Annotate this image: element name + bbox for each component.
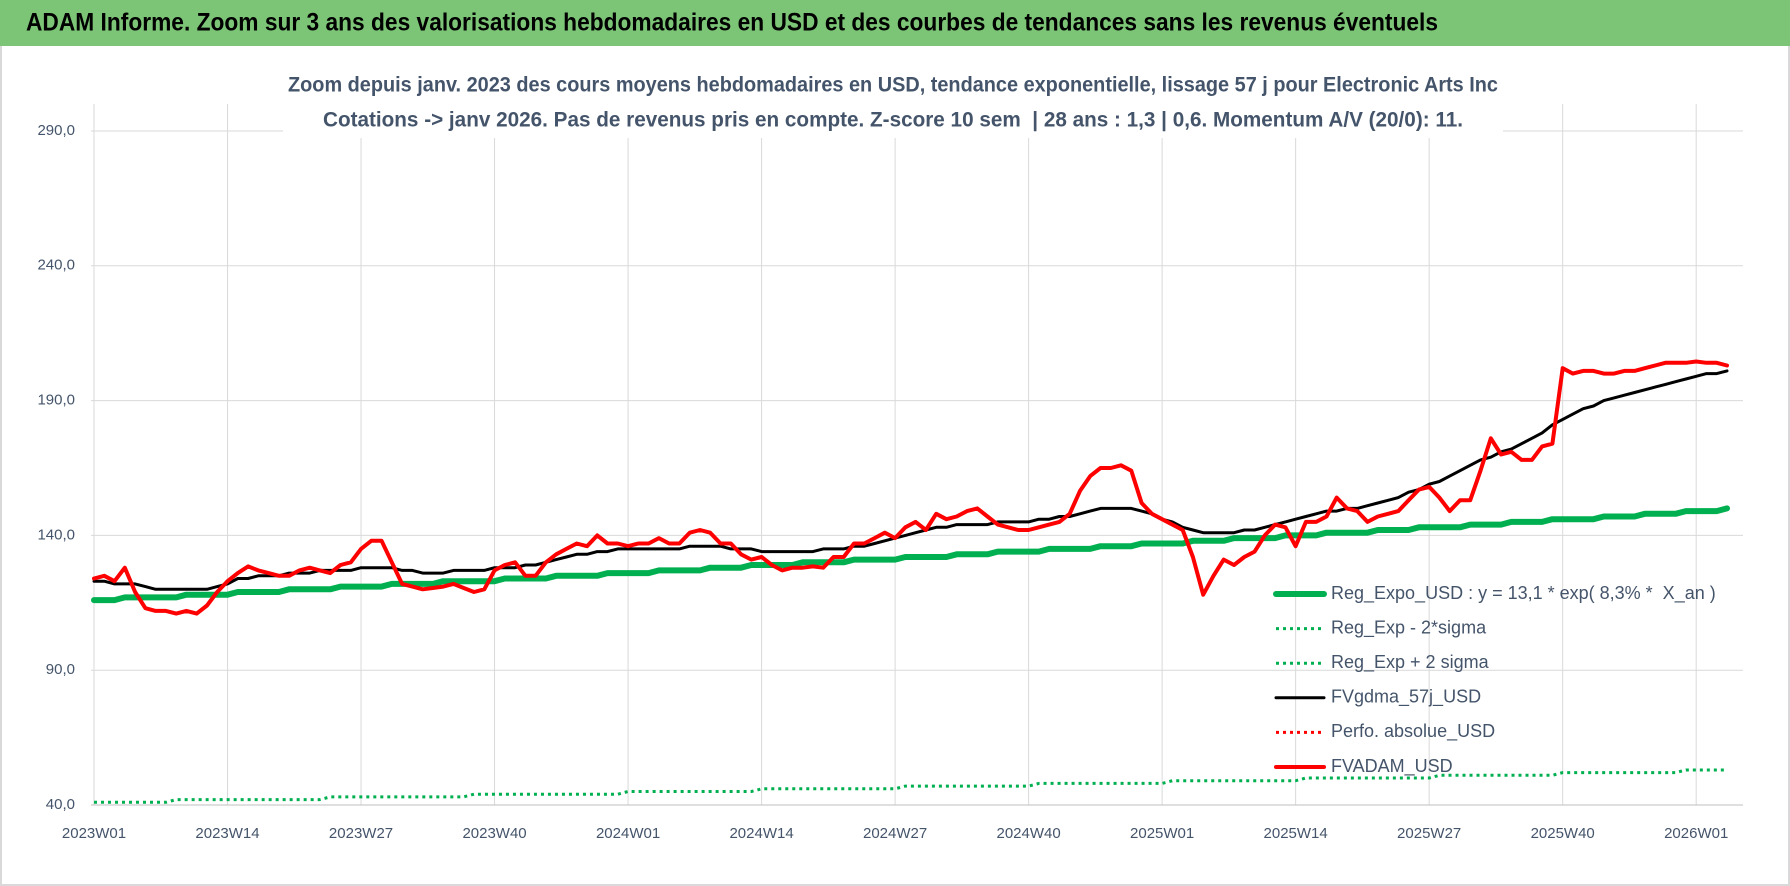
x-tick-label: 2026W01 [1664, 825, 1728, 842]
chart-subtitle: Cotations -> janv 2026. Pas de revenus p… [323, 109, 1463, 132]
x-tick-label: 2025W27 [1397, 825, 1461, 842]
legend-label: FVgdma_57j_USD [1331, 687, 1481, 708]
title-bar [0, 0, 1790, 46]
x-tick-label: 2023W14 [195, 825, 259, 842]
x-tick-label: 2024W14 [729, 825, 793, 842]
x-tick-label: 2024W01 [596, 825, 660, 842]
legend: Reg_Expo_USD : y = 13,1 * exp( 8,3% * X_… [1273, 583, 1716, 777]
y-tick-label: 40,0 [46, 796, 75, 813]
series-lines [91, 359, 1730, 804]
series-line [91, 505, 1730, 604]
y-tick-label: 90,0 [46, 661, 75, 678]
x-tick-label: 2024W27 [863, 825, 927, 842]
x-tick-label: 2025W40 [1531, 825, 1595, 842]
x-tick-label: 2025W14 [1264, 825, 1328, 842]
x-tick-label: 2025W01 [1130, 825, 1194, 842]
y-tick-label: 140,0 [37, 526, 75, 543]
y-tick-label: 240,0 [37, 257, 75, 274]
y-tick-label: 290,0 [37, 122, 75, 139]
subtitle-box [283, 66, 1503, 138]
chart-subtitle: Zoom depuis janv. 2023 des cours moyens … [288, 74, 1498, 97]
y-tick-label: 190,0 [37, 392, 75, 409]
series-line [92, 369, 1729, 591]
x-tick-label: 2024W40 [997, 825, 1061, 842]
x-tick-label: 2023W40 [462, 825, 526, 842]
legend-label: Perfo. absolue_USD [1331, 721, 1495, 742]
legend-label: Reg_Expo_USD : y = 13,1 * exp( 8,3% * X_… [1331, 583, 1716, 604]
series-line [92, 359, 1729, 616]
legend-label: FVADAM_USD [1331, 756, 1453, 777]
legend-label: Reg_Exp + 2 sigma [1331, 652, 1490, 673]
legend-label: Reg_Exp - 2*sigma [1331, 617, 1487, 638]
grid: 40,0 90,0 140,0 190,0 240,0 290,0 2023W01 2023W… [37, 104, 1743, 842]
x-tick-label: 2023W27 [329, 825, 393, 842]
chart-title: ADAM Informe. Zoom sur 3 ans des valoris… [26, 9, 1438, 37]
x-tick-label: 2023W01 [62, 825, 126, 842]
